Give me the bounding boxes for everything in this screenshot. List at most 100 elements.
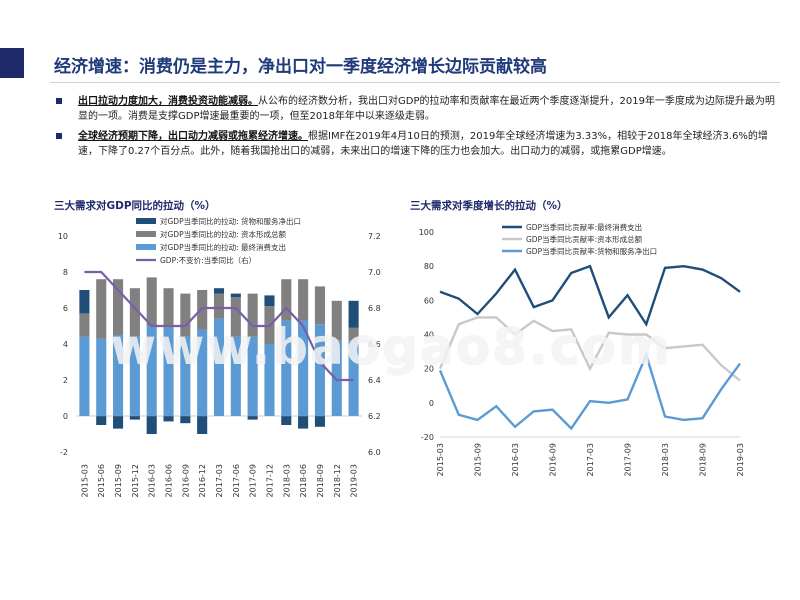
- bar-segment: [230, 293, 241, 298]
- bar-segment: [281, 416, 292, 425]
- x-tick-label: 2017-06: [232, 464, 241, 497]
- x-tick-label: 2015-12: [131, 464, 140, 497]
- y-right-tick-label: 6.0: [368, 448, 381, 457]
- bar-segment: [331, 300, 342, 341]
- x-tick-label: 2016-06: [165, 464, 174, 497]
- y-left-tick-label: 2: [63, 376, 68, 385]
- bar-segment: [314, 416, 325, 427]
- bar-segment: [264, 295, 275, 307]
- bar-segment: [247, 416, 258, 420]
- y-left-tick-label: 6: [63, 304, 68, 313]
- bar-segment: [230, 336, 241, 416]
- gdp-line: [84, 270, 354, 382]
- y-right-tick-label: 6.6: [368, 340, 381, 349]
- x-tick-label: 2015-09: [474, 443, 483, 476]
- left-chart: -2 0 2 4 6 8 10 6.0 6.2 6.4 6.6 6.8 7.0 7.2 2015-03 201…: [58, 216, 381, 497]
- y-tick-label: 80: [424, 262, 434, 271]
- bar-segment: [79, 290, 90, 314]
- x-tick-label: 2016-12: [198, 464, 207, 497]
- x-tick-label: 2019-03: [736, 443, 745, 476]
- bar-segment: [348, 327, 359, 341]
- bar-segment: [247, 336, 258, 416]
- y-left-tick-label: 8: [63, 268, 68, 277]
- legend-swatch: [136, 244, 156, 250]
- bar-segment: [129, 288, 140, 337]
- bar-segment: [113, 335, 124, 416]
- x-tick-label: 2015-09: [114, 464, 123, 497]
- bar-segment: [213, 288, 225, 294]
- y-tick-label: 60: [424, 296, 434, 305]
- x-tick-label: 2018-03: [661, 443, 670, 476]
- bar-segment: [348, 300, 359, 328]
- bar-segment: [314, 324, 325, 416]
- bar-segment: [331, 340, 342, 416]
- bar-segment: [146, 416, 157, 434]
- bullet-lead: 出口拉动力度加大，消费投资动能减弱。: [78, 96, 258, 107]
- bar-segment: [230, 297, 241, 337]
- x-tick-label: 2016-03: [148, 464, 157, 497]
- bar-segment: [96, 338, 107, 416]
- bullet-item-1: 出口拉动力度加大，消费投资动能减弱。从公布的经济数分析，我出口对GDP的拉动率和…: [50, 94, 780, 124]
- bullet-text: 根据IMF在2019年4月10日的预测，2019年全球经济增速为3.33%，相较…: [78, 131, 768, 157]
- bar-segment: [96, 279, 107, 339]
- y-right-tick-label: 6.2: [368, 412, 381, 421]
- page-title: 经济增速：消费仍是主力，净出口对一季度经济增长边际贡献较高: [54, 57, 547, 77]
- bar-segment: [129, 336, 140, 416]
- bar-segment: [163, 416, 174, 422]
- legend-label: GDP当季同比贡献率:货物和服务净出口: [526, 246, 657, 256]
- x-tick-label: 2018-06: [299, 464, 308, 497]
- y-tick-label: 20: [424, 365, 434, 374]
- bar-segment: [298, 320, 309, 416]
- x-tick-label: 2015-03: [80, 464, 89, 497]
- bar-segment: [113, 279, 124, 335]
- right-chart-title: 三大需求对季度增长的拉动（%）: [410, 200, 568, 212]
- bar-segment: [129, 416, 140, 420]
- y-right-tick-label: 6.8: [368, 304, 381, 313]
- bar-segment: [197, 329, 208, 416]
- bar-segment: [113, 416, 124, 429]
- series-line: [438, 351, 741, 431]
- series-line: [439, 264, 741, 328]
- x-tick-label: 2017-09: [624, 443, 633, 476]
- bar-segment: [281, 320, 292, 416]
- right-chart: -20 0 20 40 60 80 100 2015-03 2015-09 2016-03 2016…: [419, 222, 745, 476]
- y-right-tick-label: 7.2: [368, 232, 381, 241]
- y-left-tick-label: 0: [63, 412, 68, 421]
- bullet-lead: 全球经济预期下降，出口动力减弱或拖累经济增速。: [78, 131, 308, 142]
- bullet-text: 从公布的经济数分析，我出口对GDP的拉动率和贡献率在最近两个季度逐渐提升，201…: [78, 96, 775, 122]
- y-tick-label: 0: [429, 399, 434, 408]
- legend-label: 对GDP当季同比的拉动: 最终消费支出: [160, 242, 286, 252]
- legend-label: GDP:不变价:当季同比（右）: [160, 255, 256, 265]
- bar-segment: [146, 277, 157, 326]
- legend-label: 对GDP当季同比的拉动: 货物和服务净出口: [160, 216, 301, 226]
- x-tick-label: 2016-09: [549, 443, 558, 476]
- bar-segment: [213, 318, 225, 416]
- x-tick-label: 2018-03: [282, 464, 291, 497]
- bar-segment: [79, 336, 90, 416]
- bar-segment: [79, 313, 90, 337]
- bar-segment: [180, 293, 191, 337]
- bar-segment: [348, 340, 359, 416]
- y-right-tick-label: 6.4: [368, 376, 381, 385]
- x-tick-label: 2017-03: [215, 464, 224, 497]
- bar-segment: [247, 293, 258, 337]
- left-chart-title: 三大需求对GDP同比的拉动（%）: [54, 200, 216, 212]
- y-tick-label: -20: [421, 433, 434, 442]
- x-tick-label: 2018-09: [699, 443, 708, 476]
- legend-label: GDP当季同比贡献率:最终消费支出: [526, 222, 642, 232]
- x-tick-label: 2015-06: [97, 464, 106, 497]
- x-tick-label: 2015-03: [436, 443, 445, 476]
- x-tick-label: 2016-03: [511, 443, 520, 476]
- bar-segment: [197, 416, 208, 434]
- y-tick-label: 40: [424, 331, 434, 340]
- bar-segment: [298, 279, 309, 321]
- bar-segment: [314, 286, 325, 325]
- x-tick-label: 2019-03: [350, 464, 359, 497]
- bullet-square-icon: [56, 133, 62, 139]
- x-tick-label: 2018-12: [333, 464, 342, 497]
- bullet-square-icon: [56, 98, 62, 104]
- series-line: [438, 316, 741, 382]
- bar-segment: [180, 416, 191, 424]
- legend-swatch: [136, 231, 156, 237]
- title-divider: [50, 82, 780, 83]
